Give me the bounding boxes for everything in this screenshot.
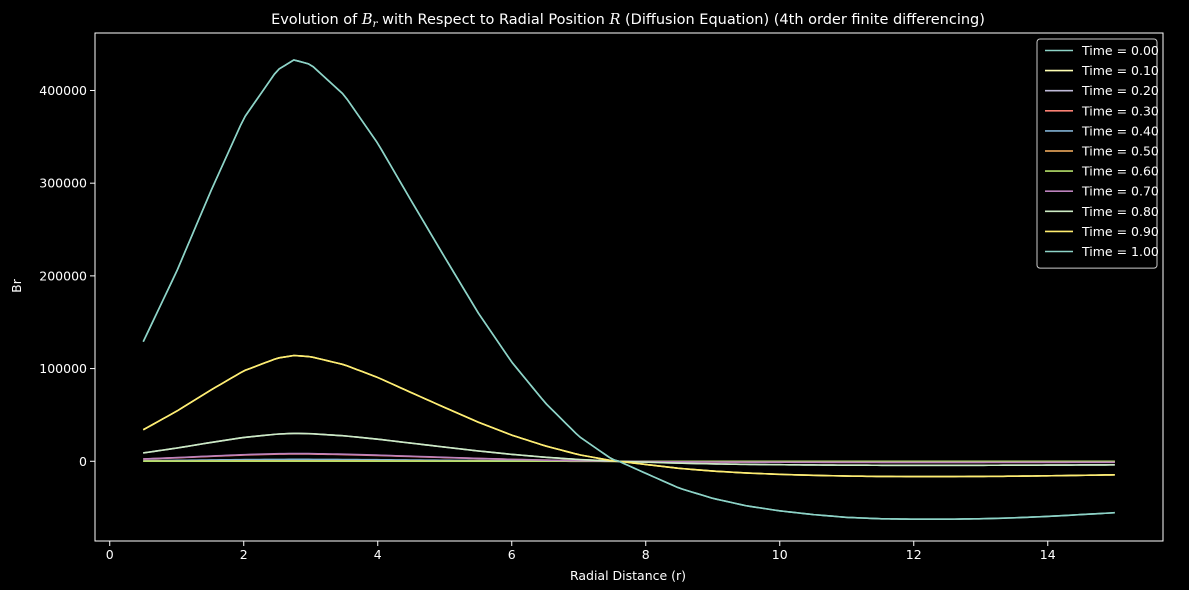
series-line-10	[142, 59, 1115, 521]
x-tick-label: 12	[906, 547, 922, 562]
title-middle: with Respect to Radial Position	[378, 12, 610, 28]
x-tick-label: 10	[772, 547, 788, 562]
legend-label-4: Time = 0.40	[1081, 123, 1159, 138]
legend-label-9: Time = 0.90	[1081, 224, 1159, 239]
x-tick-label: 2	[240, 547, 248, 562]
legend-label-8: Time = 0.80	[1081, 204, 1159, 219]
y-tick-label: 0	[79, 454, 87, 469]
x-tick-label: 0	[106, 547, 114, 562]
x-axis-label: Radial Distance (r)	[570, 568, 686, 583]
x-tick-label: 14	[1040, 547, 1056, 562]
chart-title: Evolution of Br with Respect to Radial P…	[271, 12, 985, 30]
x-tick-label: 4	[374, 547, 382, 562]
series-line-8	[143, 432, 1115, 467]
series-line-9	[142, 354, 1115, 478]
title-symbol-subscript: r	[373, 18, 379, 30]
x-tick-label: 6	[508, 547, 516, 562]
axes: 0 2 4 6 8 10 12 14 0 100000 200000 300000 400000	[39, 32, 1164, 562]
title-prefix: Evolution of	[271, 12, 362, 28]
legend-label-0: Time = 0.00	[1081, 43, 1159, 58]
legend-label-7: Time = 0.70	[1081, 184, 1159, 199]
x-tick-label: 8	[642, 547, 650, 562]
legend-label-3: Time = 0.30	[1081, 103, 1159, 118]
legend-label-6: Time = 0.60	[1081, 164, 1159, 179]
legend-label-1: Time = 0.10	[1081, 63, 1159, 78]
y-tick-label: 100000	[39, 361, 87, 376]
legend: Time = 0.00 Time = 0.10 Time = 0.20 Time = …	[1036, 38, 1159, 269]
plot-frame	[94, 32, 1164, 542]
y-tick-label: 300000	[39, 176, 87, 191]
legend-label-2: Time = 0.20	[1081, 83, 1159, 98]
y-tick-label: 400000	[39, 83, 87, 98]
title-symbol-b: B	[361, 12, 373, 28]
legend-label-5: Time = 0.50	[1081, 144, 1159, 159]
y-axis-label: Br	[9, 278, 24, 293]
title-suffix: (Diffusion Equation) (4th order finite d…	[620, 12, 985, 28]
y-tick-label: 200000	[39, 268, 87, 283]
plot-lines	[142, 59, 1115, 521]
title-symbol-r: R	[608, 12, 620, 28]
legend-label-10: Time = 1.00	[1081, 244, 1159, 259]
